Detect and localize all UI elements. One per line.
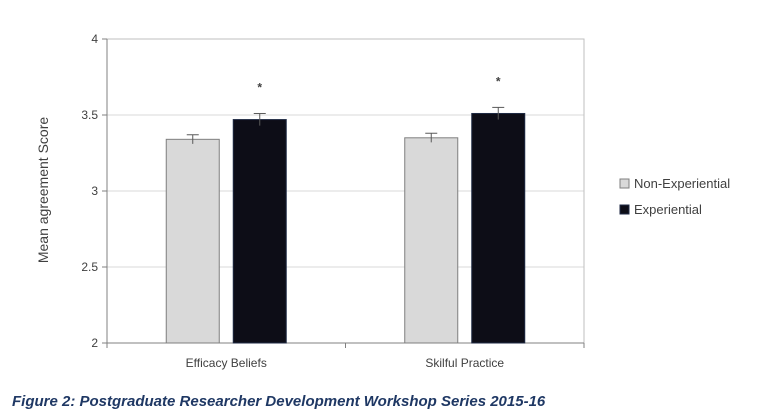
y-axis-title: Mean agreement Score [35, 117, 51, 264]
y-tick-label: 2.5 [81, 260, 98, 274]
legend: Non-Experiential Experiential [619, 176, 730, 217]
bar-non-experiential-0 [165, 138, 220, 344]
y-tick-label: 4 [91, 32, 98, 46]
bars: * * [165, 74, 526, 344]
tick-labels: 2 2.5 3 3.5 4 Efficacy Beliefs Skilful Practic… [81, 32, 504, 370]
legend-swatch [619, 178, 630, 189]
x-tick-label: Efficacy Beliefs [186, 356, 267, 370]
bar-non-experiential-1 [404, 137, 459, 344]
bar-experiential-1 [471, 112, 526, 344]
significance-marker: * [257, 80, 262, 94]
legend-label: Experiential [634, 202, 702, 217]
figure-caption: Figure 2: Postgraduate Researcher Develo… [12, 393, 546, 410]
significance-marker: * [496, 74, 501, 88]
y-tick-label: 3 [91, 184, 98, 198]
bar-experiential-0 [232, 119, 287, 344]
y-tick-label: 3.5 [81, 108, 98, 122]
y-tick-label: 2 [91, 336, 98, 350]
legend-label: Non-Experiential [634, 176, 730, 191]
legend-swatch [619, 204, 630, 215]
x-tick-label: Skilful Practice [425, 356, 504, 370]
